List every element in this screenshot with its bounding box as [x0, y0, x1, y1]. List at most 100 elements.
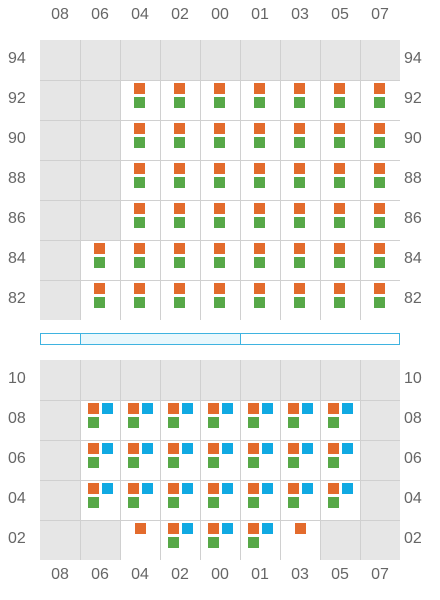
seat-82-06[interactable]	[81, 281, 120, 320]
seat-88-03[interactable]	[281, 161, 320, 200]
column-label-07: 07	[371, 566, 389, 583]
seat-86-07[interactable]	[361, 201, 400, 240]
seat-06-05[interactable]	[321, 441, 360, 480]
seat-02-02[interactable]	[161, 521, 200, 560]
blue-marker-icon	[102, 443, 113, 454]
row-label-08: 08	[8, 410, 26, 427]
seat-94-07	[361, 40, 400, 80]
seat-08-04[interactable]	[121, 401, 160, 440]
seat-90-05[interactable]	[321, 121, 360, 160]
seat-92-00[interactable]	[201, 81, 240, 120]
seat-02-01[interactable]	[241, 521, 280, 560]
green-marker-icon	[174, 257, 185, 268]
seat-92-04[interactable]	[121, 81, 160, 120]
seat-92-02[interactable]	[161, 81, 200, 120]
seat-08-03[interactable]	[281, 401, 320, 440]
seat-92-07[interactable]	[361, 81, 400, 120]
seat-86-02[interactable]	[161, 201, 200, 240]
seat-88-01[interactable]	[241, 161, 280, 200]
orange-marker-icon	[328, 443, 339, 454]
green-marker-icon	[334, 297, 345, 308]
seat-90-00[interactable]	[201, 121, 240, 160]
seat-02-00[interactable]	[201, 521, 240, 560]
seat-04-03[interactable]	[281, 481, 320, 520]
seat-86-03[interactable]	[281, 201, 320, 240]
blue-marker-icon	[262, 523, 273, 534]
seat-82-04[interactable]	[121, 281, 160, 320]
seat-04-00[interactable]	[201, 481, 240, 520]
seat-84-07[interactable]	[361, 241, 400, 280]
seat-04-02[interactable]	[161, 481, 200, 520]
seat-90-03[interactable]	[281, 121, 320, 160]
seat-08-05[interactable]	[321, 401, 360, 440]
seat-88-07[interactable]	[361, 161, 400, 200]
seat-90-02[interactable]	[161, 121, 200, 160]
orange-marker-icon	[248, 483, 259, 494]
green-marker-icon	[214, 97, 225, 108]
seat-08-06[interactable]	[81, 401, 120, 440]
seat-86-05[interactable]	[321, 201, 360, 240]
row-label-84: 84	[404, 250, 422, 267]
seat-08-01[interactable]	[241, 401, 280, 440]
seat-88-04[interactable]	[121, 161, 160, 200]
orange-marker-icon	[134, 203, 145, 214]
seat-84-03[interactable]	[281, 241, 320, 280]
seat-02-03[interactable]	[281, 521, 320, 560]
seat-06-02[interactable]	[161, 441, 200, 480]
seat-86-00[interactable]	[201, 201, 240, 240]
seat-04-05[interactable]	[321, 481, 360, 520]
seat-06-04[interactable]	[121, 441, 160, 480]
seat-82-00[interactable]	[201, 281, 240, 320]
orange-marker-icon	[294, 123, 305, 134]
row-label-94: 94	[8, 50, 26, 67]
seat-82-03[interactable]	[281, 281, 320, 320]
seat-06-00[interactable]	[201, 441, 240, 480]
seat-06-01[interactable]	[241, 441, 280, 480]
seat-84-04[interactable]	[121, 241, 160, 280]
orange-marker-icon	[134, 283, 145, 294]
seat-84-00[interactable]	[201, 241, 240, 280]
row-label-90: 90	[404, 130, 422, 147]
seat-94-03	[281, 40, 320, 80]
green-marker-icon	[294, 177, 305, 188]
seat-08-00[interactable]	[201, 401, 240, 440]
seat-88-00[interactable]	[201, 161, 240, 200]
seat-90-01[interactable]	[241, 121, 280, 160]
seat-10-05	[321, 360, 360, 400]
seat-04-01[interactable]	[241, 481, 280, 520]
seat-06-06[interactable]	[81, 441, 120, 480]
seat-92-05[interactable]	[321, 81, 360, 120]
orange-marker-icon	[174, 203, 185, 214]
seat-88-06	[81, 161, 120, 200]
seat-92-03[interactable]	[281, 81, 320, 120]
seat-92-01[interactable]	[241, 81, 280, 120]
seat-86-01[interactable]	[241, 201, 280, 240]
seat-90-04[interactable]	[121, 121, 160, 160]
seat-06-03[interactable]	[281, 441, 320, 480]
orange-marker-icon	[294, 203, 305, 214]
green-marker-icon	[134, 217, 145, 228]
seat-02-04[interactable]	[121, 521, 160, 560]
row-label-90: 90	[8, 130, 26, 147]
seat-82-02[interactable]	[161, 281, 200, 320]
seat-82-01[interactable]	[241, 281, 280, 320]
green-marker-icon	[168, 457, 179, 468]
seat-04-06[interactable]	[81, 481, 120, 520]
seat-94-01	[241, 40, 280, 80]
seat-88-02[interactable]	[161, 161, 200, 200]
seat-82-07[interactable]	[361, 281, 400, 320]
seat-84-05[interactable]	[321, 241, 360, 280]
seat-08-02[interactable]	[161, 401, 200, 440]
seat-88-05[interactable]	[321, 161, 360, 200]
seat-84-01[interactable]	[241, 241, 280, 280]
seat-86-04[interactable]	[121, 201, 160, 240]
seat-84-02[interactable]	[161, 241, 200, 280]
seat-86-08	[40, 201, 80, 240]
seat-04-04[interactable]	[121, 481, 160, 520]
green-marker-icon	[208, 457, 219, 468]
seat-82-05[interactable]	[321, 281, 360, 320]
green-marker-icon	[214, 137, 225, 148]
seat-84-06[interactable]	[81, 241, 120, 280]
green-marker-icon	[174, 137, 185, 148]
seat-90-07[interactable]	[361, 121, 400, 160]
